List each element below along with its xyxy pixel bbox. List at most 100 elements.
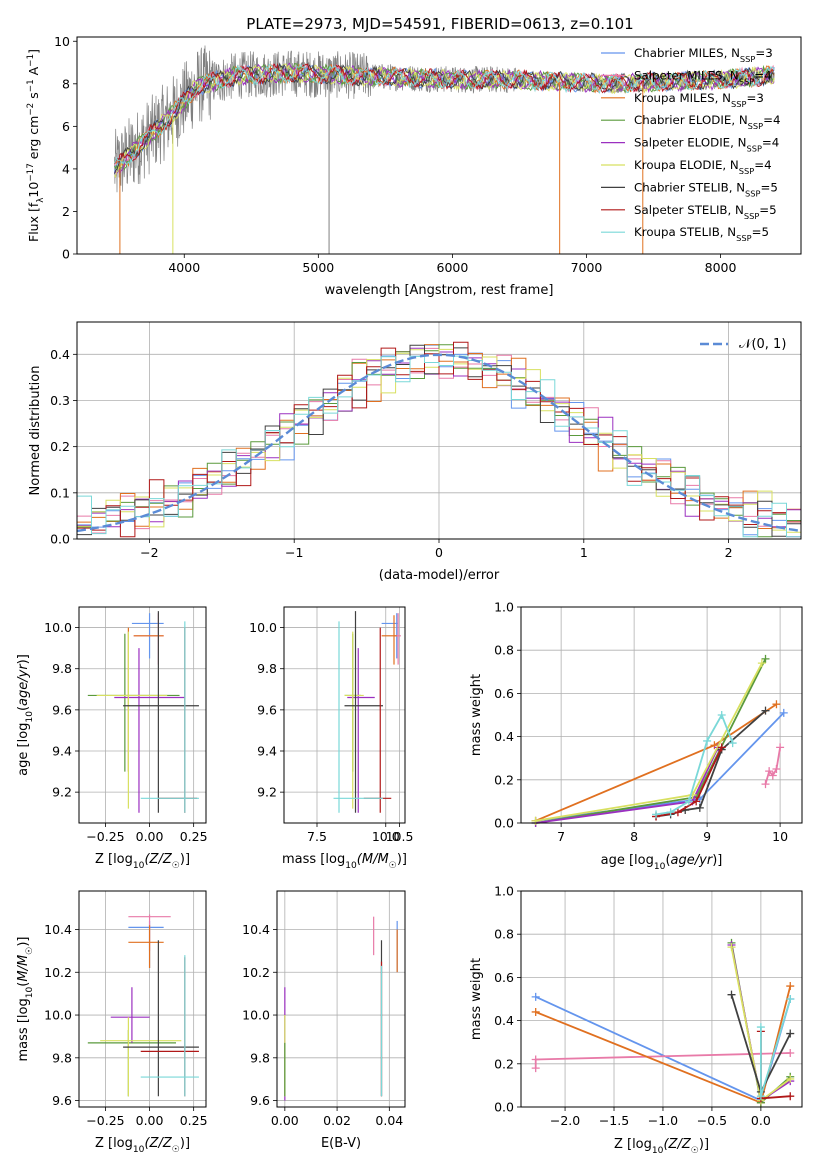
weight-marker (768, 771, 777, 780)
weight-marker (786, 1049, 795, 1057)
age-vs-Z-frame (78, 606, 207, 824)
residuals-plot (76, 341, 802, 539)
weight-marker (786, 1029, 795, 1038)
mass-vs-Z-xlabel: Z [log10(Z/Z☉)] (95, 1136, 190, 1155)
y-tick-label: 0.6 (494, 970, 514, 985)
weight-marker (772, 700, 781, 709)
y-tick-label: 0.0 (50, 532, 70, 547)
x-tick-label: −0.5 (697, 1113, 727, 1128)
weight-marker (761, 780, 770, 789)
y-tick-label: 10.4 (242, 922, 270, 937)
figure-title: PLATE=2973, MJD=54591, FIBERID=0613, z=0… (246, 15, 633, 33)
y-tick-label: 4 (62, 161, 70, 176)
weight-marker (695, 803, 704, 812)
x-tick-label: 1 (580, 545, 588, 560)
weight-marker (728, 739, 737, 748)
weight-marker (786, 995, 795, 1003)
errorbar-point (344, 631, 364, 809)
x-tick-label: 0.02 (323, 1113, 351, 1128)
age-vs-Z-ylabel: age [log10(age/yr)] (16, 654, 35, 776)
x-tick-label: −2.0 (550, 1113, 580, 1128)
legend-label: Salpeter ELODIE, NSSP=4 (634, 136, 779, 154)
x-tick-label: 7000 (571, 260, 603, 275)
x-tick-label: 0.00 (136, 829, 164, 844)
mass-vs-Z-ylabel: mass [log10(M/M☉)] (16, 937, 35, 1062)
y-tick-label: 0.3 (50, 393, 70, 408)
weight-marker (765, 767, 774, 776)
y-tick-label: 0.4 (494, 1013, 514, 1028)
errorbar-point (381, 615, 397, 665)
weight-marker (761, 706, 770, 715)
observed-spectrum-line (114, 45, 775, 193)
errorbar-point (96, 631, 168, 809)
x-tick-label: 8 (630, 829, 638, 844)
y-tick-label: 6 (62, 119, 70, 134)
y-tick-label: 1.0 (494, 600, 514, 615)
y-tick-label: 0.8 (494, 643, 514, 658)
errorbar-point (114, 648, 185, 813)
model-spectrum-line (114, 64, 775, 166)
weight-marker (531, 816, 540, 825)
weight-marker (684, 797, 693, 806)
y-tick-label: 10.2 (44, 965, 72, 980)
y-tick-label: 9.6 (257, 702, 277, 717)
errorbar-point (333, 621, 383, 813)
normal-reference-curve (76, 353, 802, 533)
x-tick-label: −2 (140, 545, 158, 560)
weight-marker (786, 982, 795, 991)
weight-vs-Z-frame (520, 890, 803, 1108)
mass-vs-ebv-plot (284, 916, 398, 1101)
errorbar-point (344, 611, 383, 813)
x-tick-label: 7 (557, 829, 565, 844)
x-tick-label: 0.0 (751, 1113, 771, 1128)
weight-marker (531, 1007, 540, 1016)
y-tick-label: 10.0 (44, 620, 72, 635)
weight-marker (761, 654, 770, 663)
weight-marker (756, 1023, 765, 1032)
weight-marker (727, 943, 736, 952)
mass-vs-Z-plot (87, 914, 199, 1097)
residuals-frame (76, 321, 802, 540)
errorbar-point (110, 987, 150, 1043)
spectrum-plot (114, 45, 775, 254)
y-tick-label: 9.8 (257, 661, 277, 676)
x-tick-label: 10 (772, 829, 788, 844)
spectrum-xlabel: wavelength [Angstrom, rest frame] (325, 283, 554, 298)
y-tick-label: 10.0 (44, 1008, 72, 1023)
y-tick-label: 8 (62, 76, 70, 91)
x-tick-label: 0.00 (136, 1113, 164, 1128)
weight-marker (652, 810, 661, 819)
mass-vs-ebv-axes: 0.00 0.02 0.04 9.6 9.8 10.0 10.2 10.4 (242, 891, 405, 1128)
x-tick-label: 4000 (168, 260, 200, 275)
x-tick-label: 5000 (302, 260, 334, 275)
y-tick-label: 0.1 (50, 485, 70, 500)
y-tick-label: 0.4 (494, 729, 514, 744)
errorbar-point (140, 955, 199, 1097)
errorbar-point (123, 940, 199, 1097)
mass-vs-ebv-frame (276, 890, 406, 1108)
spectrum-ylabel: Flux [fλ10−17 erg cm−2 s−1 A−1] (26, 49, 46, 242)
x-tick-label: −1.5 (599, 1113, 629, 1128)
spectrum-axes: 4000 5000 6000 7000 8000 0 2 4 6 8 10 (54, 34, 736, 275)
weight-marker (717, 743, 726, 752)
y-tick-label: 9.6 (250, 1093, 270, 1108)
y-tick-label: 9.8 (52, 1050, 72, 1065)
weight-vs-age-ylabel: mass weight (469, 674, 484, 756)
weight-vs-age-plot (531, 654, 788, 827)
y-tick-label: 2 (62, 204, 70, 219)
age-vs-mass-frame (283, 606, 406, 824)
x-tick-label: 0.25 (180, 1113, 208, 1128)
y-tick-label: 10.0 (242, 1008, 270, 1023)
weight-marker (757, 659, 766, 668)
y-tick-label: 0.0 (494, 816, 514, 831)
y-tick-label: 1.0 (494, 884, 514, 899)
x-tick-label: −1 (285, 545, 303, 560)
legend-label: Kroupa STELIB, NSSP=5 (634, 225, 769, 243)
y-tick-label: 9.8 (52, 661, 72, 676)
age-vs-mass-axes: 7.5 10.010.59.29.49.69.810.0 (249, 607, 413, 844)
weight-vs-Z-ylabel: mass weight (469, 958, 484, 1040)
x-tick-label: 0 (435, 545, 443, 560)
weight-marker (703, 736, 712, 745)
x-tick-label: −1.0 (648, 1113, 678, 1128)
x-tick-label: 6000 (437, 260, 469, 275)
